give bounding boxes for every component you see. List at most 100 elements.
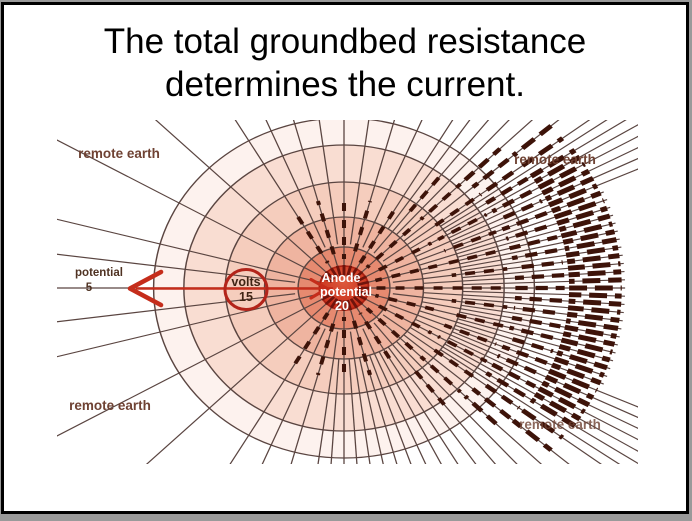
current-arrow-dashes <box>350 200 373 261</box>
potential-arrow-overlay <box>127 268 333 311</box>
label-remote-earth-bottom-right: remote earth <box>519 417 601 432</box>
current-arrow-dashes <box>558 343 611 363</box>
current-arrow-dashes <box>291 312 330 367</box>
current-flow-line <box>415 157 638 258</box>
anode-tick <box>357 289 370 296</box>
field-geometry <box>57 120 638 464</box>
current-arrow-dashes <box>521 408 565 440</box>
label-volts: volts <box>231 275 260 289</box>
current-flow-line <box>349 120 370 245</box>
current-arrow-dashes <box>514 295 565 303</box>
current-arrow-dashes <box>566 253 620 265</box>
current-flow-line <box>317 331 339 464</box>
current-arrow-dashes <box>560 221 614 239</box>
current-arrow-dashes <box>562 229 616 245</box>
current-flow-line <box>356 307 459 464</box>
current-flow-line <box>261 328 326 464</box>
current-flow-line <box>318 120 339 245</box>
current-flow-line <box>57 253 296 283</box>
current-arrow-dashes <box>291 209 330 264</box>
current-arrow-dashes <box>553 198 605 220</box>
current-flow-line <box>451 168 638 245</box>
anode-tick <box>357 280 370 287</box>
slide-title-line1: The total groundbed resistance <box>103 22 587 61</box>
current-arrow-dashes <box>533 154 582 184</box>
slide: The total groundbed resistance determine… <box>1 2 689 514</box>
current-arrow-dashes <box>471 156 512 189</box>
current-arrow-dashes <box>566 311 620 323</box>
current-arrow-dashes <box>556 350 608 371</box>
current-arrow-dashes <box>365 307 417 353</box>
current-arrow-dashes <box>511 418 553 452</box>
current-arrow-dashes <box>568 277 622 284</box>
arrowhead-left-icon <box>127 269 164 308</box>
current-flow-line <box>57 299 323 437</box>
groundbed-diagram: remote earth remote earth remote earth r… <box>57 120 638 464</box>
current-arrow-dashes <box>501 210 549 232</box>
label-potential: potential <box>75 267 123 279</box>
current-flow-line <box>440 120 608 227</box>
current-arrow-dashes <box>448 311 504 328</box>
current-flow-line <box>444 343 638 452</box>
current-arrow-dashes <box>541 168 591 196</box>
current-arrow-dashes <box>541 380 591 408</box>
anode-tick <box>349 298 359 309</box>
anode-tick <box>352 270 364 281</box>
anode-tick <box>329 267 339 278</box>
slide-title: The total groundbed resistance determine… <box>4 20 686 106</box>
current-arrow-dashes <box>521 136 565 168</box>
current-arrow-dashes <box>511 315 561 329</box>
label-remote-earth-top-right: remote earth <box>514 152 596 167</box>
current-arrow-dashes <box>350 315 373 376</box>
current-arrow-dashes <box>514 273 565 281</box>
current-flow-line <box>349 331 371 464</box>
anode-tick <box>352 295 364 306</box>
current-arrow-dashes <box>568 298 622 307</box>
current-arrow-dashes <box>511 124 553 158</box>
current-arrow-dashes <box>513 305 564 316</box>
current-arrow-dashes <box>496 353 543 378</box>
current-arrow-dashes <box>478 379 521 410</box>
anode-tick <box>355 275 368 283</box>
current-arrow-dashes <box>513 260 564 271</box>
anode-tick <box>324 295 336 306</box>
current-arrow-dashes <box>568 292 622 299</box>
current-arrow-dashes <box>478 166 521 197</box>
current-flow-line <box>362 328 427 464</box>
current-arrow-dashes <box>428 197 476 231</box>
current-arrow-dashes <box>562 331 616 347</box>
current-flow-line <box>448 147 638 239</box>
anode-tick <box>335 299 342 311</box>
current-flow-line <box>57 218 320 283</box>
current-arrow-dashes <box>491 362 537 389</box>
current-flow-line <box>368 355 412 464</box>
current-arrow-dashes <box>315 315 338 376</box>
current-flow-line <box>403 334 570 464</box>
current-flow-line <box>387 346 477 464</box>
current-arrow-dashes <box>371 241 433 276</box>
label-anode: Anode <box>322 271 361 285</box>
current-arrow-dashes <box>558 213 611 233</box>
current-flow-line <box>444 124 638 233</box>
current-arrow-dashes <box>565 245 619 258</box>
current-arrow-dashes <box>485 371 529 400</box>
current-flow-line <box>292 120 338 266</box>
current-arrow-dashes <box>371 300 433 335</box>
current-flow-line <box>145 303 327 464</box>
current-arrow-dashes <box>374 262 442 283</box>
current-arrow-dashes <box>550 362 602 386</box>
current-arrow-dashes <box>408 170 446 213</box>
anode-tick <box>329 298 339 309</box>
current-arrow-dashes <box>508 234 558 251</box>
arrowhead-right-icon <box>309 277 329 300</box>
current-arrow-dashes <box>564 237 617 252</box>
current-arrow-dashes <box>553 356 605 378</box>
anode-tick <box>335 265 342 277</box>
current-arrow-dashes <box>537 161 586 190</box>
current-arrow-dashes <box>567 305 621 315</box>
current-flow-line <box>362 120 423 248</box>
current-arrow-dashes <box>547 368 599 393</box>
current-arrow-dashes <box>529 148 577 179</box>
current-flow-line <box>448 337 638 429</box>
current-arrow-dashes <box>358 312 397 367</box>
